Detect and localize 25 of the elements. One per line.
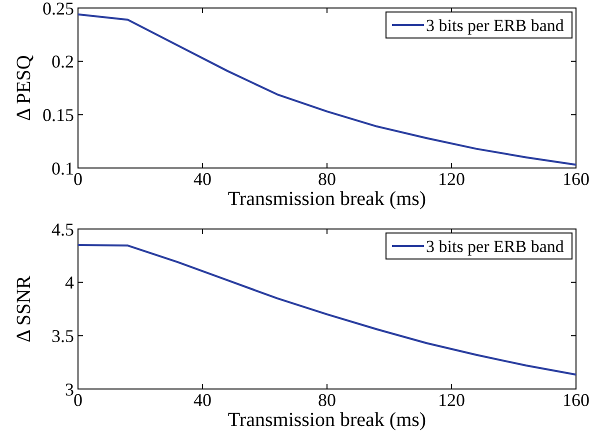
x-tick-label: 160 [562,169,590,189]
x-tick-label: 80 [318,169,336,189]
y-axis-title: Δ SSNR [13,274,35,342]
x-tick-label: 40 [194,390,212,410]
y-tick-label: 3.5 [52,326,74,346]
y-tick-label: 0.1 [52,158,74,178]
x-tick-label: 40 [194,169,212,189]
x-axis-title: Transmission break (ms) [228,409,426,431]
legend-label: 3 bits per ERB band [426,236,564,256]
y-tick-label: 4 [65,272,74,293]
y-tick-label: 4.5 [52,219,74,240]
y-tick-label: 0.15 [42,104,74,125]
x-tick-label: 0 [74,169,82,189]
x-tick-label: 80 [318,390,336,410]
legend-label: 3 bits per ERB band [426,16,564,35]
y-tick-label: 0.25 [42,0,74,18]
x-tick-label: 120 [438,169,465,189]
line-series [77,13,577,166]
x-tick-label: 0 [74,390,82,410]
y-axis-title: Δ PESQ [13,54,35,121]
x-tick-label: 160 [562,390,590,410]
x-axis-title: Transmission break (ms) [228,188,426,210]
x-tick-label: 120 [438,390,465,410]
y-tick-label: 3 [65,379,74,400]
y-tick-label: 0.2 [52,52,74,72]
